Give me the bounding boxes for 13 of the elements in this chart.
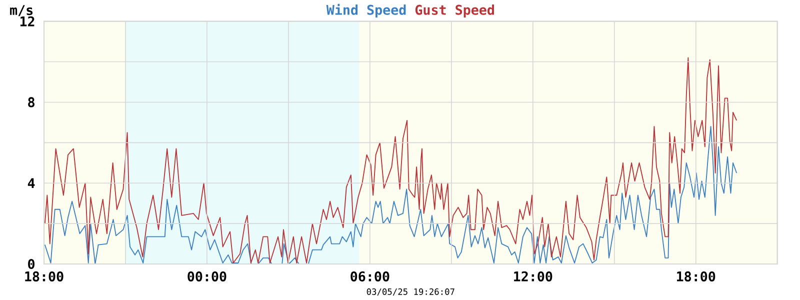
- y-axis-title: m/s: [10, 5, 33, 16]
- y-tick-label: 12: [20, 16, 34, 26]
- y-tick-label: 0: [28, 258, 34, 270]
- y-tick-label: 8: [28, 97, 34, 108]
- x-tick-label: 18:00: [677, 271, 716, 282]
- x-tick-label: 06:00: [350, 271, 390, 282]
- x-tick-label: 18:00: [25, 271, 64, 282]
- x-tick-label: 00:00: [188, 271, 226, 282]
- text: 03/05/25 19:26:07: [366, 288, 454, 296]
- y-tick-label: 4: [28, 178, 35, 188]
- text: Gust Speed: [415, 4, 494, 18]
- x-tick-label: 12:00: [514, 271, 552, 282]
- text: Wind Speed: [326, 4, 406, 18]
